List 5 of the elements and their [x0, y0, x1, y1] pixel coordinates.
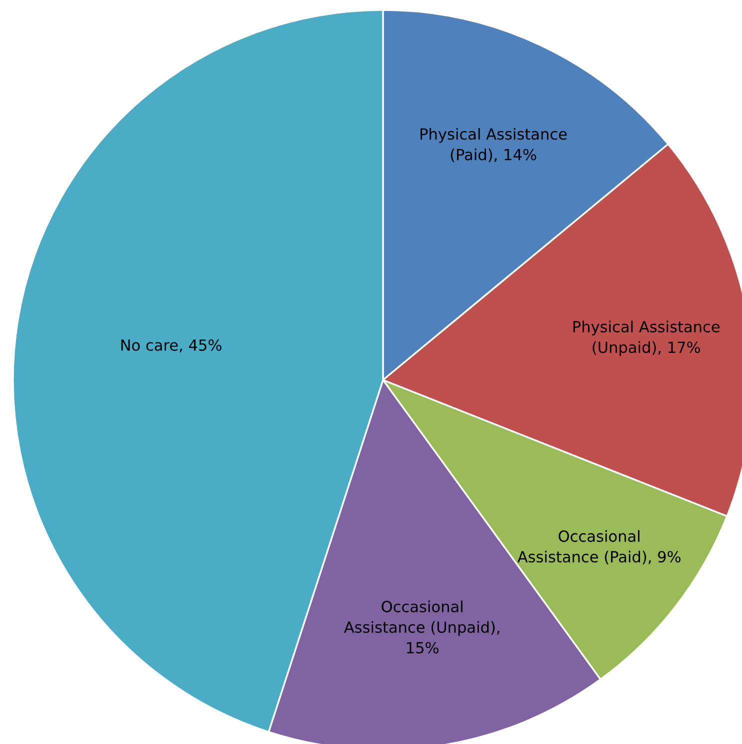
slice-label: Occasional Assistance (Paid), 9% — [517, 530, 680, 564]
slice-label: Physical Assistance (Paid), 14% — [420, 128, 567, 162]
slice-label: Physical Assistance (Unpaid), 17% — [573, 320, 720, 356]
slice-label: Occasional Assistance (Unpaid), 15% — [344, 600, 500, 654]
slice-label: No care, 45% — [121, 339, 222, 352]
